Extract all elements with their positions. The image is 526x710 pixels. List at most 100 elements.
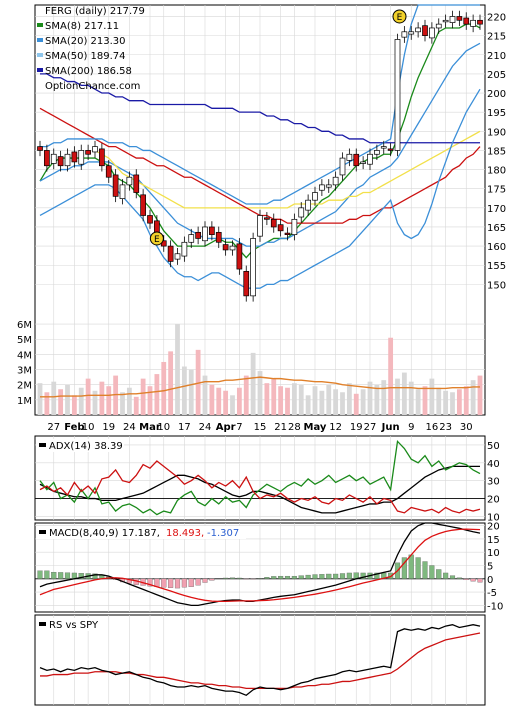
macd-histogram-bar — [415, 557, 421, 579]
macd-histogram-bar — [78, 573, 84, 579]
adx-legend-entry: ADX(14) 38.39 — [49, 441, 123, 452]
macd-legend-bg — [36, 526, 246, 539]
candle-up — [449, 16, 456, 23]
legend-swatch — [39, 443, 46, 447]
price-tick-label: 165 — [487, 223, 506, 234]
candle-down — [277, 224, 284, 232]
price-legend-entry: OptionChance.com — [45, 81, 140, 92]
price-tick-label: 150 — [487, 280, 506, 291]
candle-up — [312, 192, 318, 201]
volume-bar — [243, 375, 249, 415]
candle-down — [477, 19, 483, 25]
macd-histogram-bar — [449, 575, 456, 579]
candle-up — [202, 226, 208, 242]
volume-bar — [408, 381, 414, 415]
macd-histogram-bar — [64, 572, 71, 579]
candle-up — [325, 184, 332, 188]
macd-histogram-bar — [422, 561, 428, 579]
volume-bar — [422, 386, 428, 415]
adx-series--di — [39, 460, 481, 514]
volume-bar — [367, 381, 373, 415]
candle-down — [387, 148, 394, 151]
volume-bar — [175, 324, 180, 415]
x-tick-label: 27 — [364, 422, 377, 433]
macd-histogram-bar — [236, 577, 242, 579]
volume-bar — [65, 384, 70, 415]
volume-bar — [195, 349, 201, 415]
volume-bar — [168, 351, 174, 415]
volume-bar — [429, 378, 435, 415]
volume-bar — [223, 390, 229, 415]
x-tick-label: 27 — [47, 422, 60, 433]
volume-bar — [78, 387, 84, 415]
candle-up — [78, 150, 85, 165]
earnings-marker-label: E — [154, 235, 160, 245]
x-tick-label: 10 — [82, 422, 95, 433]
price-legend-entry: FERG (daily) 217.79 — [45, 6, 145, 17]
candle-up — [119, 184, 126, 200]
x-tick-label: 7 — [236, 422, 242, 433]
macd-histogram-bar — [284, 575, 291, 579]
candle-up — [50, 153, 57, 164]
macd-histogram-bar — [360, 572, 366, 579]
candle-down — [133, 174, 140, 193]
volume-bar — [140, 378, 146, 415]
macd-histogram-bar — [37, 570, 43, 579]
price-series-sma-50- — [94, 130, 481, 209]
candle-down — [99, 148, 105, 167]
volume-bar — [113, 375, 119, 415]
volume-bar — [477, 375, 483, 415]
candle-down — [105, 165, 112, 178]
volume-bar — [230, 395, 235, 415]
macd-histogram-bar — [209, 578, 215, 581]
macd-histogram-bar — [456, 577, 462, 579]
volume-bar — [188, 369, 194, 415]
volume-bar — [312, 386, 318, 415]
volume-bar — [285, 387, 290, 415]
candle-up — [401, 31, 408, 38]
volume-tick-label: 2M — [17, 381, 32, 392]
volume-bar — [264, 383, 270, 415]
macd-histogram-bar — [463, 578, 469, 581]
volume-bar — [319, 390, 325, 415]
macd-legend-entry: MACD(8,40,9) 17.187, — [49, 528, 160, 539]
price-tick-label: 155 — [487, 261, 506, 272]
candle-down — [270, 218, 277, 228]
candle-down — [463, 17, 470, 25]
x-tick-label: Feb — [64, 422, 84, 433]
volume-bar — [443, 390, 449, 415]
x-tick-label: 19 — [350, 422, 363, 433]
macd-tick-label: 10 — [487, 548, 500, 559]
candle-up — [64, 153, 71, 167]
volume-bar — [291, 383, 297, 415]
x-tick-label: 30 — [460, 422, 473, 433]
macd-tick-label: 0 — [487, 575, 493, 586]
candle-up — [394, 39, 401, 151]
macd-histogram-bar — [305, 574, 311, 579]
volume-bar — [126, 387, 132, 415]
candle-down — [236, 243, 243, 270]
macd-series-signal — [39, 528, 481, 603]
candle-up — [435, 23, 442, 29]
volume-bar — [133, 396, 139, 415]
macd-histogram-bar — [229, 577, 236, 579]
macd-tick-label: 15 — [487, 535, 500, 546]
volume-bar — [395, 378, 400, 415]
volume-bar — [161, 361, 167, 415]
price-tick-label: 205 — [487, 70, 506, 81]
macd-histogram-bar — [312, 574, 318, 579]
volume-bar — [381, 380, 387, 415]
macd-histogram-bar — [202, 578, 208, 583]
x-tick-label: 15 — [254, 422, 267, 433]
x-tick-label: Mar — [139, 422, 161, 433]
adx-tick-label: 40 — [487, 459, 500, 470]
volume-bar — [250, 352, 256, 415]
macd-histogram-bar — [401, 557, 407, 579]
macd-histogram-bar — [264, 577, 270, 579]
price-tick-label: 160 — [487, 242, 506, 253]
candle-up — [332, 176, 339, 186]
x-tick-label: 10 — [157, 422, 170, 433]
candle-up — [250, 238, 256, 297]
volume-bar — [257, 371, 263, 415]
